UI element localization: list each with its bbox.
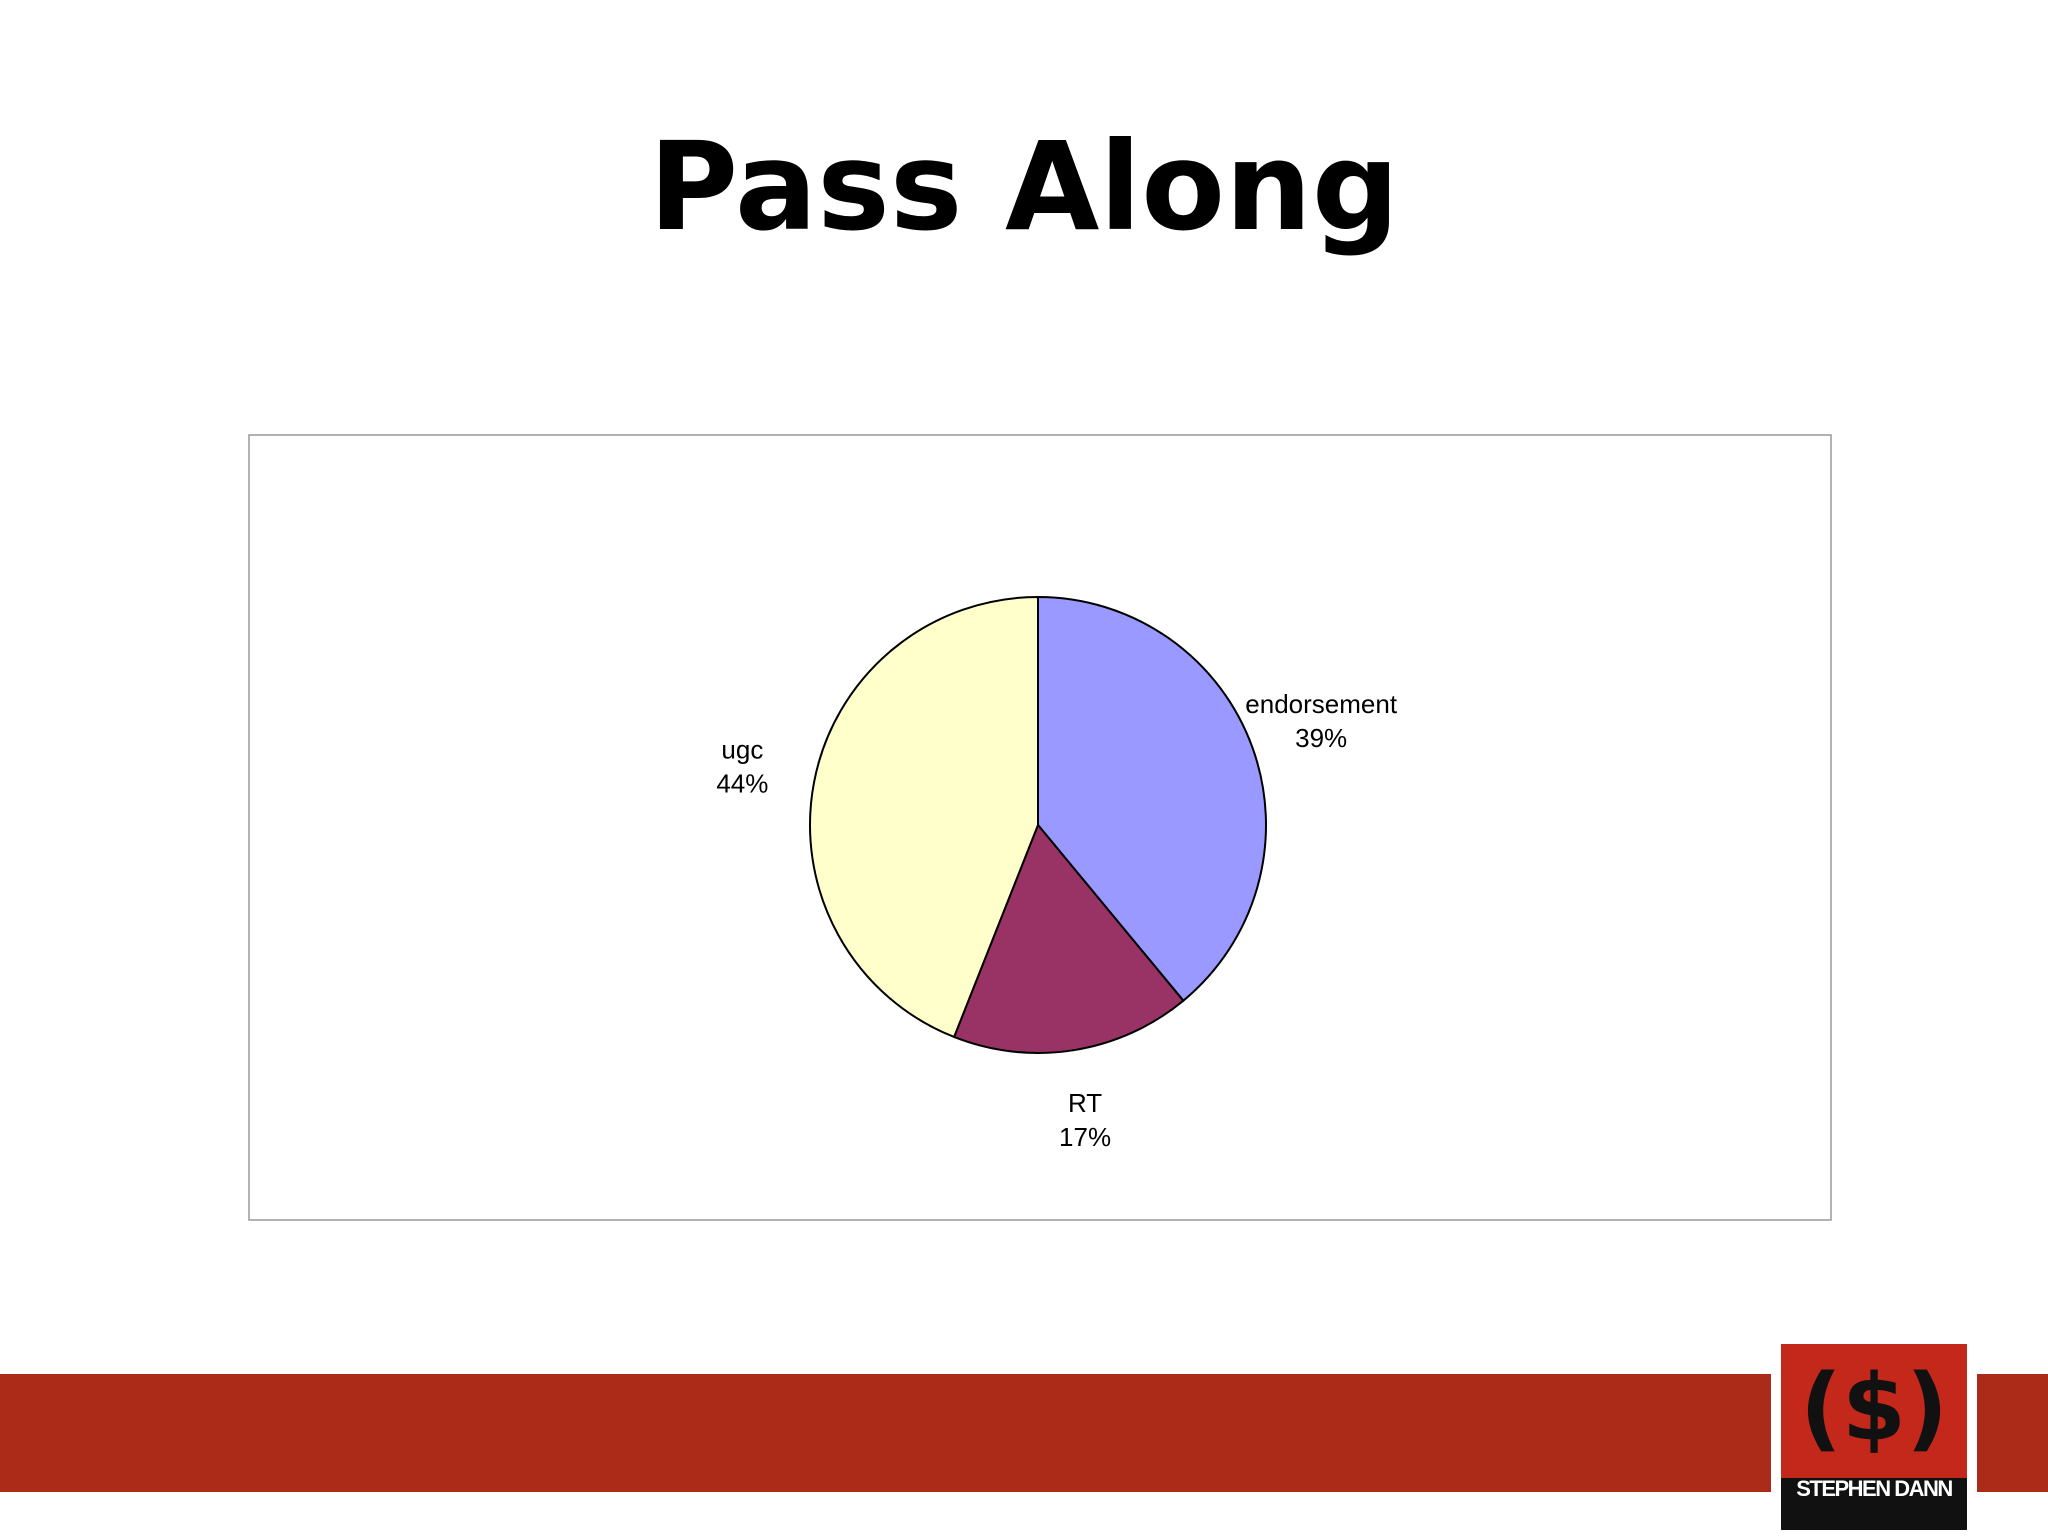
pie	[808, 595, 1267, 1054]
footer-bar	[0, 1374, 2048, 1492]
pie-labels: endorsement 39% RT 17% ugc 44%	[716, 689, 1397, 1152]
pie-slice	[952, 823, 1185, 1054]
logo-symbol: ($)	[1800, 1354, 1948, 1461]
logo-text: STEPHEN DANN	[1796, 1476, 1952, 1501]
slice-category-label: endorsement	[1245, 689, 1398, 719]
slice-value-label: 44%	[716, 768, 768, 798]
pie-slice	[1037, 595, 1267, 1003]
slice-category-label: RT	[1068, 1088, 1102, 1118]
slide-title: Pass Along	[649, 116, 1399, 258]
pie-slice	[808, 595, 1039, 1039]
slice-value-label: 17%	[1059, 1122, 1111, 1152]
slice-category-label: ugc	[721, 734, 763, 764]
logo-strip	[1781, 1478, 1967, 1530]
slice-value-label: 39%	[1295, 723, 1347, 753]
